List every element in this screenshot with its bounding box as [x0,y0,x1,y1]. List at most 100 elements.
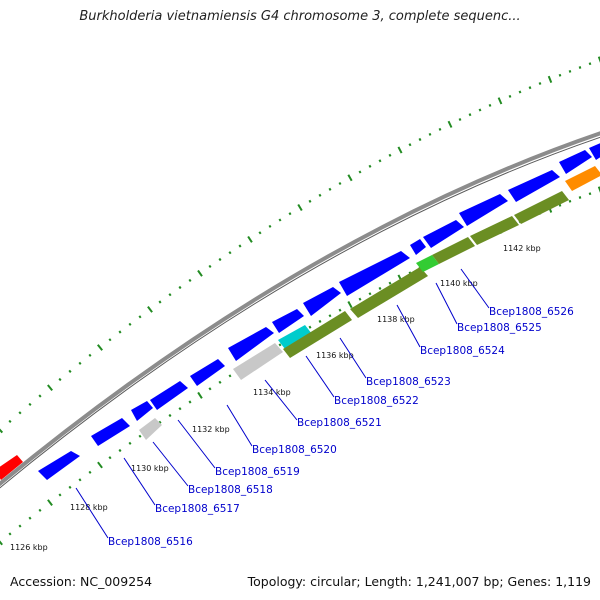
inner-tick-track [0,186,600,546]
gene-label[interactable]: Bcep1808_6517 [155,503,240,515]
gene-feature[interactable] [190,359,225,386]
minor-tick [318,193,322,197]
minor-tick [558,73,562,77]
gene-feature[interactable] [131,401,153,421]
minor-tick [578,196,582,199]
gene-feature[interactable] [559,150,592,174]
gene-feature[interactable] [410,239,426,255]
minor-tick [338,308,342,312]
gene-feature[interactable] [432,237,475,264]
gene-label[interactable]: Bcep1808_6522 [334,395,419,407]
gene-feature[interactable] [0,455,23,480]
gene-feature[interactable] [514,191,569,224]
leader-line [339,337,367,379]
minor-tick [328,314,332,318]
kbp-label: 1142 kbp [503,244,541,253]
gene-label[interactable]: Bcep1808_6525 [457,322,542,334]
minor-tick [208,387,212,391]
minor-tick [128,441,132,445]
kbp-label: 1138 kbp [377,315,415,324]
minor-tick [108,338,112,342]
minor-tick [28,516,32,520]
minor-tick [188,278,192,282]
kbp-scale-labels: 1126 kbp 1128 kbp 1130 kbp 1132 kbp 1134… [10,244,541,552]
gene-feature[interactable] [565,166,600,191]
minor-tick [268,224,272,228]
major-tick [297,203,303,212]
minor-tick [308,199,312,203]
minor-tick [588,192,592,196]
kbp-label: 1134 kbp [253,388,291,397]
major-tick [197,391,203,399]
minor-tick [458,117,462,122]
gene-feature[interactable] [339,251,410,296]
gene-label[interactable]: Bcep1808_6518 [188,484,273,496]
minor-tick [158,420,162,424]
minor-tick [428,132,432,136]
minor-tick [568,69,572,73]
major-tick [47,384,53,392]
minor-tick [408,143,412,147]
gene-feature[interactable] [228,327,274,361]
gene-feature[interactable] [423,220,464,248]
minor-tick [78,478,82,482]
kbp-label: 1132 kbp [192,425,230,434]
major-tick [597,186,600,193]
gene-label[interactable]: Bcep1808_6521 [297,417,382,429]
minor-tick [378,159,382,163]
gene-label[interactable]: Bcep1808_6519 [215,466,300,478]
gene-label[interactable]: Bcep1808_6523 [366,376,451,388]
gene-feature[interactable] [470,216,519,245]
gene-feature[interactable] [459,194,508,226]
minor-tick [118,448,122,453]
gene-feature[interactable] [91,418,130,446]
gene-feature[interactable] [589,141,600,160]
gene-label[interactable]: Bcep1808_6526 [489,306,574,318]
gene-feature[interactable] [416,255,439,272]
gene-feature[interactable] [150,381,188,410]
minor-tick [8,419,12,423]
gene-label[interactable]: Bcep1808_6524 [420,345,505,357]
minor-tick [168,293,172,297]
gene-feature[interactable] [139,418,162,440]
chromosome-backbone [0,131,600,487]
major-tick [147,306,153,313]
minor-tick [538,81,542,86]
major-tick [197,269,203,277]
minor-tick [328,187,332,191]
gene-feature[interactable] [38,451,80,480]
minor-tick [138,315,142,319]
gene-label[interactable]: Bcep1808_6516 [108,536,193,548]
leader-line [123,457,156,506]
major-tick [97,344,103,351]
accession-label: Accession: NC_009254 [10,574,153,589]
gene-feature[interactable] [350,267,428,318]
minor-tick [88,353,92,357]
minor-tick [158,300,162,304]
chromosome-backbone-shadow [0,136,600,489]
gene-feature[interactable] [303,287,341,316]
minor-tick [368,164,372,168]
gene-label[interactable]: Bcep1808_6520 [252,444,337,456]
gene-feature[interactable] [278,325,312,349]
leader-line [435,282,458,325]
gene-label-leaders [75,268,490,539]
leader-line [264,379,298,421]
minor-tick [188,400,192,404]
gene-feature[interactable] [233,343,283,380]
minor-tick [468,113,472,117]
minor-tick [28,402,32,406]
leader-line [177,419,216,469]
gene-feature[interactable] [283,311,352,358]
gene-labels: Bcep1808_6516 Bcep1808_6517 Bcep1808_651… [108,306,574,548]
major-tick [447,120,453,128]
minor-tick [278,343,282,347]
minor-tick [358,297,362,301]
minor-tick [338,181,342,186]
major-tick [47,499,53,506]
minor-tick [38,508,42,512]
gene-feature[interactable] [272,309,304,333]
minor-tick [378,286,382,290]
gene-feature[interactable] [508,170,560,202]
